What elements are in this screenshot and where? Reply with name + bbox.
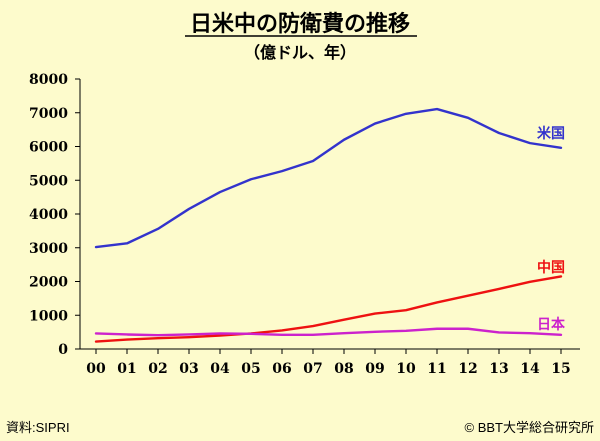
y-tick-label: 0 (58, 342, 68, 358)
x-tick-label: 08 (334, 361, 353, 377)
x-tick-label: 07 (303, 361, 322, 377)
chart-title: 日米中の防衛費の推移 (190, 11, 410, 37)
x-tick-label: 13 (489, 361, 508, 377)
y-tick-label: 2000 (29, 275, 68, 291)
legend-label-2: 日本 (537, 316, 566, 333)
x-tick-label: 01 (117, 361, 136, 377)
source-note: 資料:SIPRI (6, 420, 70, 435)
series-line-1 (94, 275, 563, 343)
x-tick-label: 05 (241, 361, 260, 377)
x-tick-label: 00 (86, 361, 106, 377)
x-tick-label: 14 (520, 361, 540, 377)
x-tick-label: 02 (148, 361, 167, 377)
axes (75, 78, 580, 354)
x-tick-label: 10 (396, 361, 416, 377)
legend-label-1: 中国 (537, 259, 565, 276)
copyright-note: © BBT大学総合研究所 (465, 420, 594, 435)
x-tick-label: 03 (179, 361, 198, 377)
x-tick-label: 06 (272, 361, 291, 377)
x-tick-label: 04 (210, 361, 230, 377)
legend-label-0: 米国 (537, 125, 565, 142)
x-tick-label: 15 (551, 361, 570, 377)
y-tick-label: 4000 (29, 207, 68, 223)
tick-labels: 0 1000 2000 3000 4000 5000 6000 7000 8000 00 01 02 0… (29, 72, 571, 377)
x-tick-label: 09 (365, 361, 384, 377)
y-tick-label: 3000 (29, 241, 68, 257)
series-lines (94, 107, 563, 343)
y-tick-label: 8000 (29, 72, 68, 88)
x-tick-label: 11 (427, 361, 446, 377)
y-tick-label: 7000 (29, 106, 68, 122)
series-line-0 (94, 107, 563, 249)
y-tick-label: 1000 (29, 308, 68, 324)
series-line-2 (94, 327, 563, 337)
y-tick-label: 5000 (29, 173, 68, 189)
y-tick-label: 6000 (29, 140, 68, 156)
chart-subtitle: （億ドル、年） (244, 43, 356, 62)
x-tick-label: 12 (458, 361, 477, 377)
